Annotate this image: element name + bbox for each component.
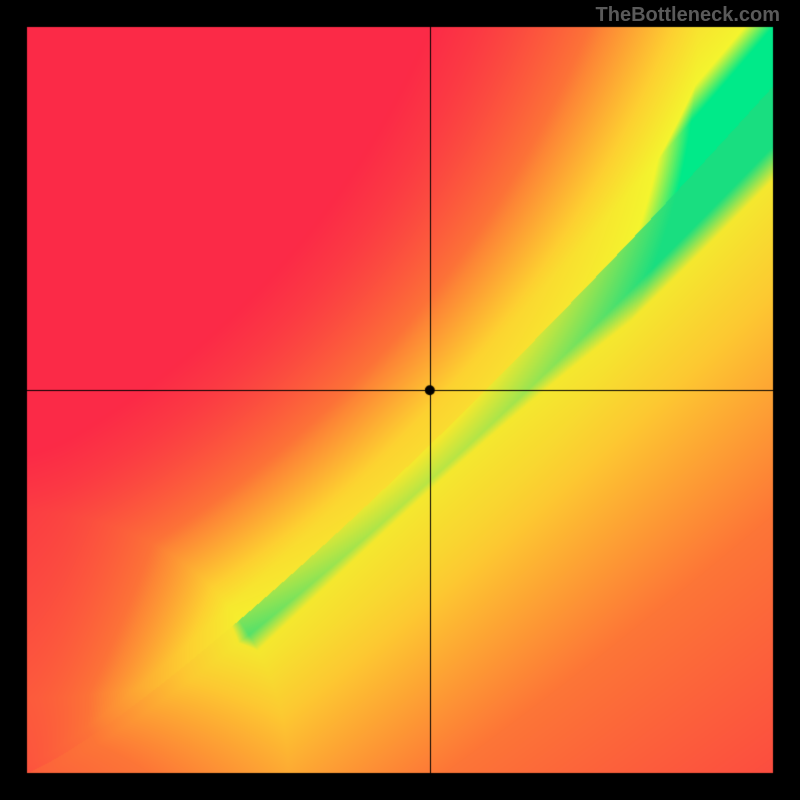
watermark-text: TheBottleneck.com — [596, 4, 780, 27]
watermark-label: TheBottleneck.com — [596, 4, 780, 26]
chart-container: TheBottleneck.com — [0, 0, 800, 800]
bottleneck-heatmap — [0, 0, 800, 800]
